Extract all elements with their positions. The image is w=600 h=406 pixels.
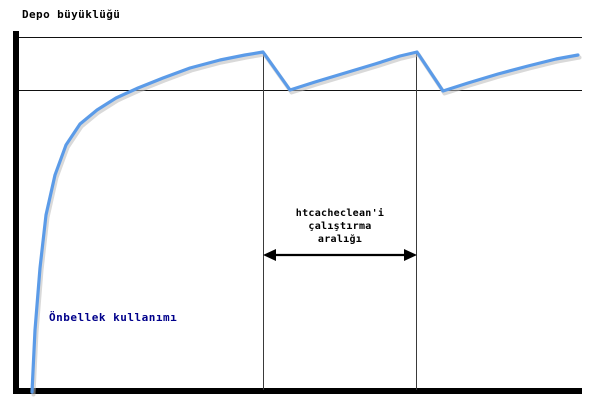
interval-annotation: htcacheclean'i çalıştırma aralığı	[263, 207, 417, 246]
interval-arrow	[263, 249, 417, 261]
run-marker-1	[263, 51, 264, 390]
y-axis	[13, 31, 19, 394]
x-axis	[13, 388, 582, 394]
interval-annotation-line-2: çalıştırma	[308, 221, 372, 232]
interval-annotation-line-1: htcacheclean'i	[295, 208, 385, 219]
cache-usage-label: Önbellek kullanımı	[49, 311, 178, 324]
interval-arrow-head-right	[404, 249, 417, 261]
interval-arrow-head-left	[263, 249, 276, 261]
cache-usage-curve	[30, 50, 580, 394]
interval-annotation-line-3: aralığı	[317, 234, 363, 245]
page-title: Depo büyüklüğü	[22, 8, 121, 21]
run-marker-2	[416, 51, 417, 390]
cache-usage-curve-shadow	[31, 52, 582, 397]
max-store-size-rule	[19, 37, 582, 38]
